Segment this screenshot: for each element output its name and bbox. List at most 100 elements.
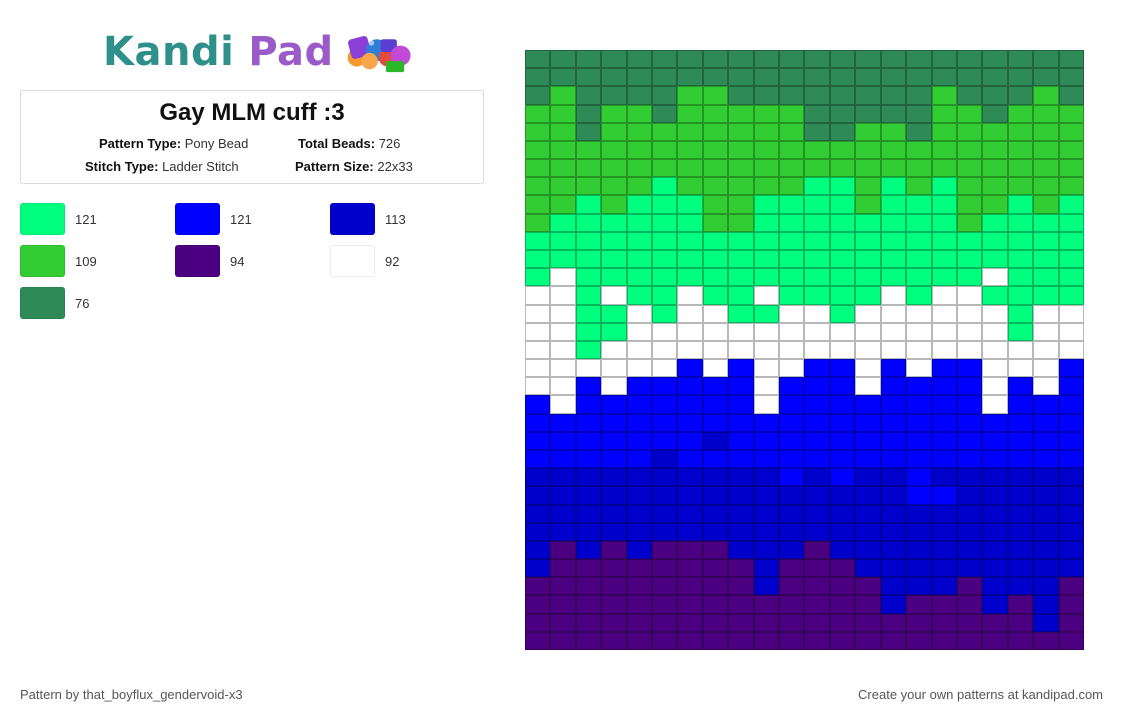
bead-cell (702, 631, 729, 650)
bead-cell (601, 486, 627, 505)
bead-cell (1033, 413, 1059, 432)
bead-cell (1033, 504, 1059, 523)
bead-cell (931, 159, 957, 178)
bead-cell (855, 249, 881, 269)
bead-cell (982, 540, 1008, 560)
bead-cell (1033, 68, 1059, 87)
bead-cell (601, 413, 627, 432)
bead-cell (525, 613, 551, 632)
bead-cell (1007, 268, 1034, 287)
bead-cell (855, 68, 881, 87)
bead-cell (779, 104, 805, 123)
bead-cell (804, 540, 830, 560)
bead-cell (601, 86, 627, 105)
bead-cell (956, 377, 983, 396)
bead-cell (1033, 522, 1059, 541)
bead-cell (728, 413, 754, 432)
bead-cell (1058, 504, 1084, 523)
bead-cell (601, 122, 627, 141)
bead-cell (753, 377, 780, 396)
bead-cell (626, 86, 653, 105)
bead-cell (1058, 377, 1084, 396)
bead-cell (525, 504, 551, 523)
bead-cell (931, 359, 957, 378)
bead-cell (931, 322, 957, 341)
bead-cell (601, 322, 627, 341)
bead-cell (931, 559, 957, 578)
bead-cell (1007, 322, 1034, 341)
bead-cell (804, 486, 830, 505)
bead-cell (677, 86, 703, 105)
bead-cell (575, 449, 602, 469)
bead-cell (652, 449, 678, 469)
bead-cell (626, 213, 653, 232)
bead-cell (779, 213, 805, 232)
bead-cell (931, 195, 957, 214)
bead-cell (880, 68, 907, 87)
bead-cell (550, 86, 576, 105)
bead-cell (880, 122, 907, 141)
bead-cell (804, 631, 830, 650)
legend-item: 113 (330, 203, 406, 235)
bead-cell (728, 431, 754, 450)
bead-cell (652, 577, 678, 596)
bead-cell (702, 249, 729, 269)
bead-cell (829, 286, 856, 305)
bead-cell (956, 395, 983, 414)
bead-cell (804, 559, 830, 578)
bead-cell (804, 613, 830, 632)
bead-cell (906, 431, 932, 450)
bead-cell (550, 468, 576, 487)
bead-cell (702, 395, 729, 414)
bead-cell (1058, 522, 1084, 541)
bead-cell (906, 268, 932, 287)
bead-cell (601, 631, 627, 650)
bead-cell (906, 359, 932, 378)
bead-cell (575, 522, 602, 541)
bead-cell (575, 50, 602, 69)
kandipad-logo[interactable]: Kandi Pad (103, 28, 413, 76)
total-beads-row: Total Beads: 726 (298, 136, 400, 151)
bead-cell (804, 431, 830, 450)
bead-cell (652, 504, 678, 523)
bead-cell (829, 577, 856, 596)
bead-cell (779, 595, 805, 614)
bead-cell (1058, 595, 1084, 614)
bead-cell (804, 395, 830, 414)
bead-cell (1007, 631, 1034, 650)
create-patterns-link[interactable]: Create your own patterns at kandipad.com (858, 687, 1103, 702)
bead-cell (906, 231, 932, 250)
color-swatch (330, 245, 375, 277)
bead-cell (906, 104, 932, 123)
bead-cell (956, 340, 983, 360)
bead-cell (525, 304, 551, 323)
bead-cell (779, 631, 805, 650)
bead-cell (1033, 577, 1059, 596)
legend-item: 94 (175, 245, 244, 277)
pattern-type-value: Pony Bead (184, 136, 249, 151)
bead-cell (779, 540, 805, 560)
bead-cell (880, 504, 907, 523)
bead-cell (1007, 577, 1034, 596)
bead-cell (753, 359, 780, 378)
bead-cell (626, 631, 653, 650)
bead-cell (1007, 231, 1034, 250)
bead-cell (753, 140, 780, 160)
bead-cell (550, 504, 576, 523)
bead-cell (702, 577, 729, 596)
bead-cell (1058, 68, 1084, 87)
color-swatch (330, 203, 375, 235)
bead-cell (575, 468, 602, 487)
bead-cell (753, 286, 780, 305)
bead-cell (575, 140, 602, 160)
bead-cell (880, 559, 907, 578)
bead-cell (753, 322, 780, 341)
bead-cell (575, 413, 602, 432)
bead-cell (677, 286, 703, 305)
bead-cell (1033, 177, 1059, 196)
bead-cell (525, 540, 551, 560)
bead-cell (702, 449, 729, 469)
bead-cell (906, 195, 932, 214)
bead-cell (880, 86, 907, 105)
bead-cell (702, 104, 729, 123)
